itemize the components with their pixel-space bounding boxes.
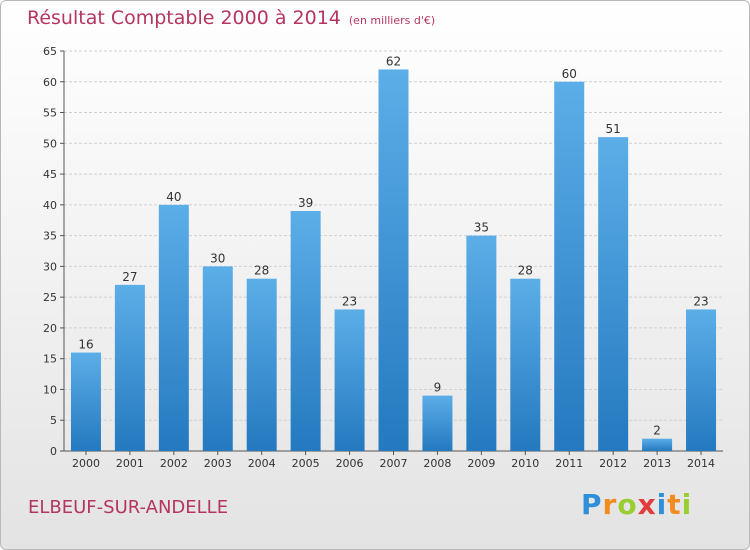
label-layer: 2000 16 2001 27 2002 40 2003 30 2004 28 2005 39 2006…: [72, 54, 715, 470]
x-tick-label: 2001: [116, 457, 144, 470]
y-tick-label: 50: [43, 137, 57, 150]
y-tick-label: 10: [43, 383, 57, 396]
x-tick-label: 2009: [467, 457, 495, 470]
proxiti-logo: Proxiti: [581, 488, 693, 521]
chart-subtitle: (en milliers d'€): [348, 14, 436, 27]
y-tick-label: 0: [50, 445, 57, 458]
y-tick-label: 20: [43, 322, 57, 335]
value-label: 16: [78, 338, 93, 352]
value-label: 39: [298, 196, 313, 210]
chart-title: Résultat Comptable 2000 à 2014 (en millie…: [27, 7, 435, 29]
bar-2012: [598, 137, 629, 451]
x-tick-label: 2007: [380, 457, 408, 470]
x-tick-label: 2012: [599, 457, 627, 470]
value-label: 60: [562, 67, 577, 81]
value-label: 27: [122, 270, 137, 284]
y-tick-label: 45: [43, 168, 57, 181]
value-label: 9: [434, 381, 442, 395]
location-label: ELBEUF-SUR-ANDELLE: [28, 497, 229, 518]
bar-2005: [290, 211, 321, 451]
x-tick-label: 2002: [160, 457, 188, 470]
y-tick-label: 5: [50, 414, 57, 427]
x-tick-label: 2006: [336, 457, 364, 470]
y-tick-label: 15: [43, 353, 57, 366]
bar-2010: [510, 278, 541, 451]
value-label: 28: [254, 264, 269, 278]
y-tick-label: 60: [43, 76, 57, 89]
bar-2006: [334, 309, 365, 451]
x-tick-label: 2014: [687, 457, 715, 470]
y-tick-label: 65: [43, 45, 57, 58]
bar-2007: [378, 69, 409, 451]
x-tick-label: 2008: [423, 457, 451, 470]
value-label: 2: [653, 424, 661, 438]
bar-2003: [202, 266, 233, 451]
value-label: 35: [474, 221, 489, 235]
value-label: 40: [166, 190, 181, 204]
y-tick-label: 35: [43, 230, 57, 243]
bar-layer: [70, 69, 717, 452]
value-label: 30: [210, 251, 225, 265]
y-tick-label: 25: [43, 291, 57, 304]
chart-title-text: Résultat Comptable 2000 à 2014: [27, 7, 341, 29]
x-tick-label: 2003: [204, 457, 232, 470]
x-tick-label: 2000: [72, 457, 100, 470]
bar-2013: [642, 438, 673, 451]
bar-2014: [686, 309, 717, 451]
x-tick-label: 2011: [555, 457, 583, 470]
bar-2004: [246, 278, 277, 451]
value-label: 51: [606, 122, 621, 136]
y-tick-label: 40: [43, 199, 57, 212]
value-label: 23: [693, 294, 708, 308]
x-tick-label: 2004: [248, 457, 276, 470]
x-tick-label: 2013: [643, 457, 671, 470]
x-tick-label: 2010: [511, 457, 539, 470]
y-tick-label: 30: [43, 260, 57, 273]
value-label: 28: [518, 264, 533, 278]
bar-2002: [158, 204, 189, 451]
bar-2001: [114, 284, 145, 451]
value-label: 62: [386, 54, 401, 68]
bar-2011: [554, 81, 585, 452]
x-tick-label: 2005: [292, 457, 320, 470]
bar-2008: [422, 395, 453, 451]
bar-2009: [466, 235, 497, 451]
y-tick-label: 55: [43, 107, 57, 120]
bar-2000: [70, 352, 101, 451]
value-label: 23: [342, 294, 357, 308]
